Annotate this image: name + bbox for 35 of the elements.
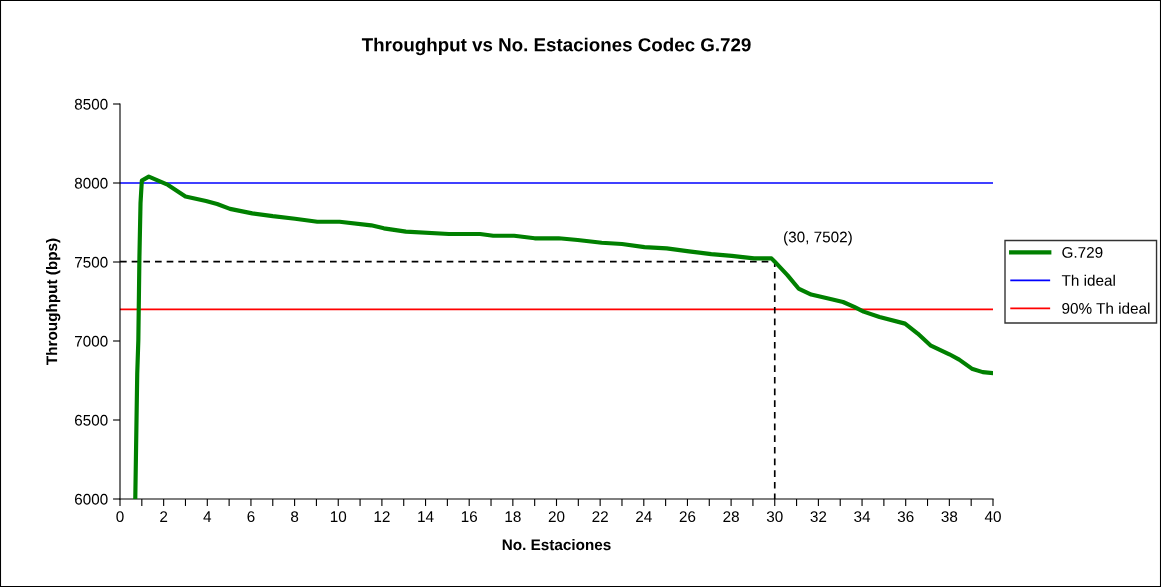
y-tick-label: 7000 bbox=[74, 335, 108, 347]
x-tick-label: 12 bbox=[374, 511, 390, 522]
x-tick-label: 4 bbox=[203, 511, 212, 522]
x-tick-label: 18 bbox=[505, 511, 521, 523]
x-tick-label: 30 bbox=[766, 511, 783, 523]
x-tick-label: 28 bbox=[723, 511, 739, 523]
x-tick-label: 40 bbox=[984, 511, 1001, 523]
y-tick-label: 6000 bbox=[74, 493, 108, 505]
x-tick-label: 10 bbox=[330, 511, 347, 523]
x-tick-label: 34 bbox=[854, 511, 871, 523]
chart-title: Throughput vs No. Estaciones Codec G.729 bbox=[361, 37, 751, 56]
y-axis-title: Throughput (bps) bbox=[46, 238, 61, 365]
x-tick-label: 36 bbox=[897, 511, 914, 523]
legend-label: G.729 bbox=[1062, 247, 1103, 258]
annotation: (30, 7502) bbox=[784, 231, 852, 246]
y-tick-label: 8500 bbox=[74, 98, 108, 110]
x-tick-label: 14 bbox=[418, 511, 434, 522]
x-tick-label: 8 bbox=[291, 511, 299, 523]
x-tick-label: 38 bbox=[941, 511, 958, 523]
x-axis-title: No. Estaciones bbox=[502, 538, 611, 551]
x-tick-label: 26 bbox=[679, 511, 696, 523]
x-tick-label: 24 bbox=[636, 511, 652, 522]
y-tick-label: 8000 bbox=[74, 177, 108, 189]
x-tick-label: 22 bbox=[592, 511, 608, 522]
y-tick-label: 6500 bbox=[74, 414, 108, 426]
x-tick-label: 20 bbox=[548, 511, 565, 523]
line-series bbox=[133, 174, 993, 499]
x-tick-label: 16 bbox=[461, 511, 478, 523]
y-tick-label: 7500 bbox=[74, 256, 108, 268]
x-tick-label: 2 bbox=[160, 511, 168, 522]
x-tick-label: 32 bbox=[810, 511, 827, 523]
x-tick-label: 0 bbox=[116, 511, 124, 523]
legend-label: Th ideal bbox=[1061, 274, 1115, 286]
x-tick-label: 6 bbox=[247, 511, 255, 523]
legend-label: 90% Th ideal bbox=[1062, 302, 1150, 314]
